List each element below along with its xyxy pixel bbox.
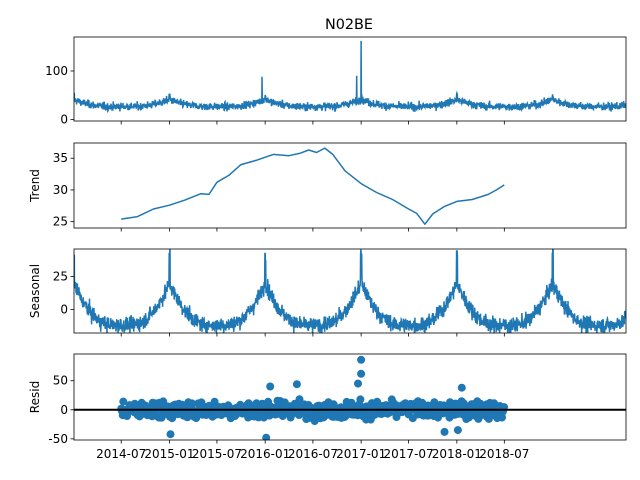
resid-outlier-point	[357, 355, 366, 364]
panels-group: 0100253035Trend025Seasonal-500502014-072…	[28, 36, 627, 461]
resid-outlier-point	[357, 369, 366, 378]
resid-point	[168, 414, 177, 423]
panel-trend: 25 30 35 Trend	[28, 142, 627, 232]
panel-observed-frame	[73, 36, 627, 122]
resid-outlier-point	[457, 383, 466, 392]
resid-outlier-point	[292, 380, 301, 389]
resid-outlier-point	[354, 379, 362, 388]
panel-trend-frame	[73, 142, 627, 229]
y-axis-label: Trend	[28, 169, 42, 203]
resid-outlier-point	[453, 426, 462, 435]
panel-resid-frame	[73, 353, 627, 441]
figure-title: N02BE	[325, 17, 373, 33]
resid-outlier-point	[440, 427, 449, 436]
seasonal-series-line	[74, 249, 626, 333]
panel-observed-data	[74, 40, 626, 114]
resid-outlier-point	[262, 433, 271, 440]
y-tick-label: 35	[53, 151, 68, 165]
resid-point	[347, 398, 356, 407]
resid-outlier-point	[266, 382, 275, 391]
resid-outlier-point	[166, 430, 175, 439]
y-tick-label: 0	[60, 403, 68, 417]
y-tick-label: 0	[60, 302, 68, 316]
x-tick-label: 2015-07	[192, 447, 242, 461]
x-tick-label: 2014-07	[96, 447, 146, 461]
x-tick-label: 2015-01	[144, 447, 194, 461]
resid-point	[498, 413, 506, 422]
panel-trend-data	[121, 147, 505, 225]
x-tick-label: 2017-01	[336, 447, 386, 461]
y-tick-label: 25	[53, 270, 68, 284]
y-tick-label: 100	[45, 64, 68, 78]
y-tick-label: 50	[53, 374, 68, 388]
y-tick-label: 0	[60, 113, 68, 127]
resid-point	[119, 397, 128, 406]
y-axis-label: Resid	[28, 381, 42, 413]
panel-seasonal-data	[74, 249, 626, 333]
y-tick-label: 30	[53, 183, 68, 197]
panel-seasonal: 0 25 Seasonal	[28, 248, 627, 337]
resid-point	[188, 399, 196, 408]
y-tick-label: -50	[48, 432, 68, 446]
panel-resid: -50 0 50 2014-072015-012015-072016-012016-0…	[28, 353, 627, 461]
resid-point	[295, 395, 304, 404]
x-tick-label: 2018-07	[479, 447, 529, 461]
panel-resid-data	[117, 355, 509, 440]
resid-point	[356, 395, 365, 404]
y-axis-label: Seasonal	[28, 264, 42, 318]
x-tick-label: 2017-07	[384, 447, 434, 461]
x-tick-label: 2016-07	[288, 447, 338, 461]
y-tick-label: 25	[53, 215, 68, 229]
trend-series-line	[121, 147, 505, 225]
panel-observed: 0 100	[45, 36, 627, 127]
x-tick-label: 2018-01	[432, 447, 482, 461]
observed-series-line	[74, 40, 626, 114]
panel-seasonal-frame	[73, 248, 627, 334]
x-tick-label: 2016-01	[240, 447, 290, 461]
